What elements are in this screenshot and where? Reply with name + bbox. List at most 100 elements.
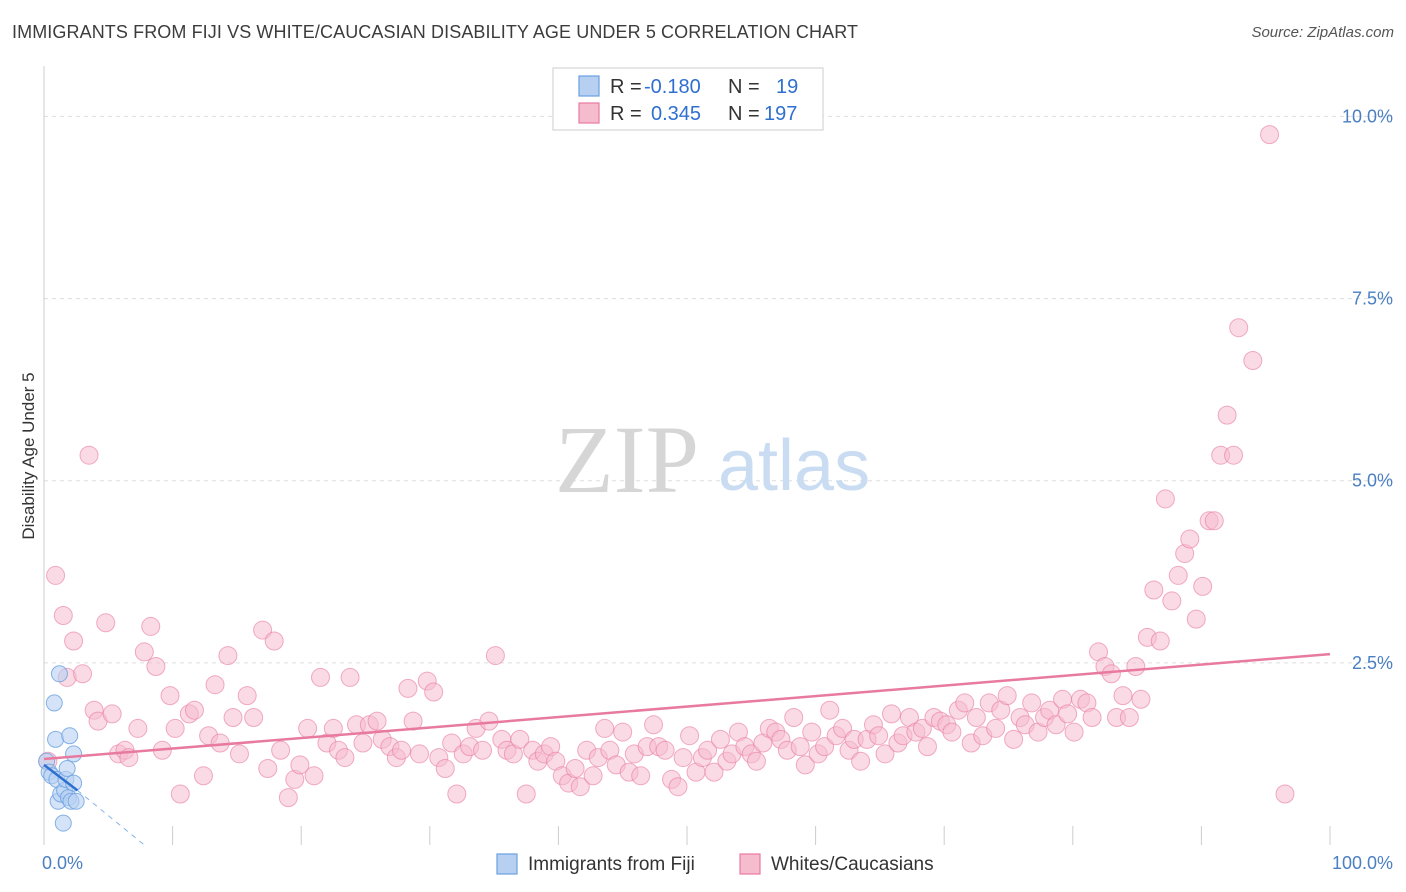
bottom-legend-swatch-whites — [739, 853, 761, 875]
point-whites — [310, 667, 330, 687]
legend-n-label-whites: N = — [728, 103, 760, 125]
point-whites — [942, 722, 962, 742]
legend-n-label-fiji: N = — [728, 76, 760, 98]
point-whites — [146, 657, 166, 676]
point-whites — [323, 718, 343, 738]
y-tick-label: 2.5% — [1352, 653, 1393, 673]
point-whites — [258, 759, 278, 778]
point-whites — [160, 686, 180, 706]
point-whites — [1224, 445, 1244, 465]
point-whites — [290, 755, 310, 775]
point-fiji — [61, 727, 79, 745]
data-points — [38, 125, 1295, 832]
point-whites — [141, 616, 161, 636]
point-whites — [613, 722, 633, 742]
point-whites — [680, 726, 700, 746]
point-fiji — [47, 730, 65, 748]
point-fiji — [45, 694, 63, 712]
point-whites — [869, 726, 889, 746]
point-whites — [442, 733, 462, 753]
point-whites — [447, 784, 467, 804]
point-whites — [128, 718, 148, 738]
point-whites — [644, 715, 664, 735]
point-whites — [1150, 631, 1170, 651]
point-whites — [1119, 708, 1139, 727]
point-whites — [205, 675, 225, 695]
point-whites — [1155, 489, 1175, 509]
watermark-zip: ZIP — [555, 406, 699, 513]
stats-legend: R = -0.180 N = 19 R = 0.345 N = 197 — [552, 67, 824, 131]
point-whites — [473, 740, 493, 760]
trend-line-whites — [43, 652, 1331, 761]
point-whites — [1168, 565, 1188, 585]
point-whites — [912, 718, 932, 738]
point-whites — [1004, 729, 1024, 749]
point-whites — [335, 748, 355, 768]
point-whites — [875, 744, 895, 764]
point-whites — [253, 620, 273, 640]
point-whites — [673, 748, 693, 768]
trend-line-fiji-extension — [77, 789, 145, 846]
point-whites — [966, 708, 986, 727]
point-whites — [583, 766, 603, 786]
bottom-legend-swatch-fiji — [496, 853, 518, 875]
point-whites — [1229, 318, 1249, 338]
point-whites — [53, 606, 73, 625]
point-whites — [631, 766, 651, 786]
point-whites — [790, 737, 810, 757]
point-whites — [79, 445, 99, 465]
point-whites — [570, 777, 590, 797]
legend-swatch-fiji — [578, 75, 600, 97]
x-tick-label-min: 0.0% — [42, 853, 83, 873]
point-whites — [102, 704, 122, 724]
tick-labels: 2.5% 5.0% 7.5% 10.0% 0.0% 100.0% — [42, 106, 1393, 873]
legend-r-value-fiji: -0.180 — [644, 76, 701, 98]
point-whites — [795, 755, 815, 775]
point-fiji — [50, 665, 68, 683]
point-whites — [1022, 693, 1042, 713]
point-whites — [595, 718, 615, 738]
point-whites — [1275, 784, 1295, 804]
point-whites — [410, 744, 430, 764]
point-whites — [815, 737, 835, 757]
point-whites — [392, 740, 412, 760]
point-whites — [165, 718, 185, 738]
point-whites — [698, 740, 718, 760]
point-whites — [73, 664, 93, 684]
trend-line-fiji — [43, 763, 79, 792]
watermark-atlas: atlas — [718, 426, 870, 506]
point-whites — [510, 729, 530, 749]
point-whites — [704, 762, 724, 782]
point-whites — [1162, 591, 1182, 611]
point-whites — [367, 711, 387, 731]
legend-swatch-whites — [578, 102, 600, 124]
point-whites — [655, 740, 675, 760]
y-tick-label: 10.0% — [1342, 106, 1393, 126]
point-whites — [710, 729, 730, 749]
point-whites — [1064, 722, 1084, 742]
series-legend: Immigrants from Fiji Whites/Caucasians — [496, 853, 934, 875]
point-whites — [264, 631, 284, 651]
point-whites — [1131, 689, 1151, 709]
point-whites — [223, 708, 243, 727]
point-whites — [1193, 576, 1213, 596]
point-whites — [1113, 686, 1133, 706]
point-whites — [881, 704, 901, 724]
point-whites — [1260, 125, 1280, 145]
point-whites — [485, 646, 505, 666]
point-fiji — [65, 774, 83, 792]
point-fiji — [58, 760, 76, 777]
point-whites — [1126, 657, 1146, 676]
point-whites — [820, 700, 840, 720]
point-fiji — [54, 814, 72, 832]
point-whites — [134, 642, 154, 662]
point-whites — [218, 646, 238, 666]
point-whites — [833, 718, 853, 738]
point-whites — [353, 733, 373, 753]
y-tick-label: 7.5% — [1352, 289, 1393, 309]
point-whites — [237, 686, 257, 706]
point-whites — [304, 766, 324, 786]
point-whites — [278, 788, 298, 808]
x-tick-label-max: 100.0% — [1332, 853, 1393, 873]
